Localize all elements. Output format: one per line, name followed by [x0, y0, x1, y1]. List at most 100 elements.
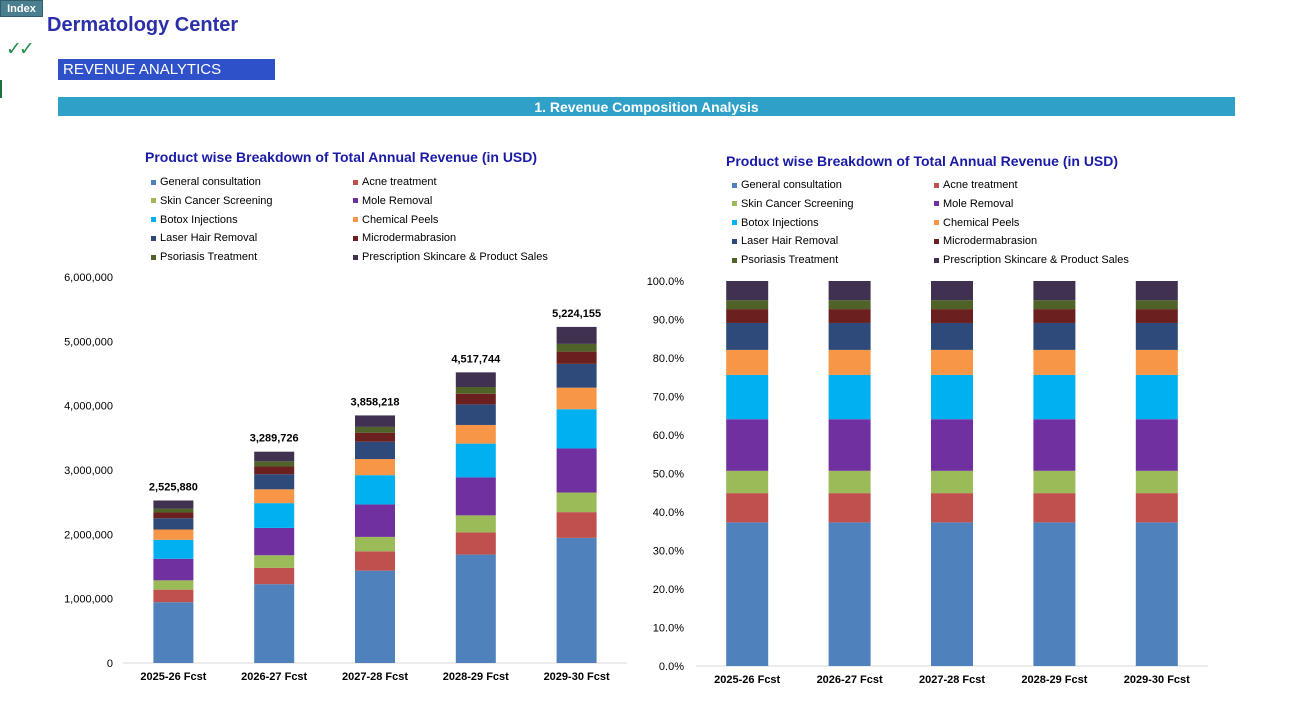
legend-item: Psoriasis Treatment: [151, 251, 257, 263]
bar-segment: [455, 393, 496, 405]
bar-segment: [355, 504, 395, 537]
bar-segment: [254, 527, 295, 556]
bar-segment: [726, 419, 769, 471]
legend-item: Chemical Peels: [934, 217, 1019, 229]
index-tab[interactable]: Index: [0, 0, 43, 17]
legend-label: Botox Injections: [741, 216, 819, 229]
bar-segment: [931, 309, 973, 323]
legend-item: Acne treatment: [934, 179, 1018, 191]
bar-segment: [355, 432, 395, 442]
bar-segment: [828, 300, 871, 310]
legend-swatch: [732, 182, 737, 188]
bar-segment: [153, 539, 194, 559]
bar-segment: [556, 363, 597, 388]
legend-label: Prescription Skincare & Product Sales: [943, 254, 1129, 267]
legend-swatch: [353, 179, 358, 185]
bar-segment: [931, 281, 973, 301]
legend-label: Acne treatment: [943, 179, 1018, 191]
legend-swatch: [353, 217, 358, 223]
bar-segment: [931, 349, 973, 375]
total-data-label: 3,858,218: [351, 396, 400, 408]
legend-swatch: [353, 198, 358, 204]
bar-segment: [455, 532, 496, 555]
legend-swatch: [151, 217, 156, 223]
bar-segment: [726, 374, 769, 420]
bar-segment: [726, 322, 769, 350]
x-tick-label: 2025-26 Fcst: [714, 674, 780, 686]
y-tick-label: 50.0%: [653, 469, 684, 481]
bar-segment: [828, 374, 871, 420]
bar-segment: [254, 474, 295, 490]
bar-segment: [355, 459, 395, 476]
bar-segment: [828, 470, 871, 494]
legend-label: Skin Cancer Screening: [741, 197, 854, 210]
bar-segment: [153, 508, 194, 513]
x-tick-label: 2027-28 Fcst: [342, 671, 408, 683]
bar-segment: [828, 322, 871, 350]
legend-item: Microdermabrasion: [353, 232, 456, 244]
bar-segment: [153, 580, 194, 590]
bar-segment: [355, 441, 395, 460]
bar-segment: [153, 602, 194, 663]
bar-segment: [828, 493, 871, 523]
legend-label: Chemical Peels: [943, 216, 1020, 229]
section-badge: REVENUE ANALYTICS: [58, 59, 275, 80]
bar-segment: [153, 500, 194, 509]
bar-segment: [455, 404, 496, 425]
bar-segment: [1135, 522, 1178, 666]
y-tick-label: 2,000,000: [64, 529, 113, 541]
bar-segment: [455, 515, 496, 533]
bar-segment: [254, 466, 295, 475]
legend-swatch: [151, 198, 156, 204]
legend-swatch: [151, 254, 156, 260]
x-tick-label: 2028-29 Fcst: [1021, 674, 1087, 686]
legend-swatch: [353, 254, 358, 260]
total-data-label: 5,224,155: [552, 308, 601, 320]
app-title: Dermatology Center: [47, 14, 239, 36]
bar-segment: [556, 351, 597, 364]
check-icon: ✓✓: [6, 38, 35, 60]
x-tick-label: 2026-27 Fcst: [817, 674, 883, 686]
x-tick-label: 2029-30 Fcst: [1124, 674, 1190, 686]
legend-swatch: [732, 201, 737, 207]
bar-segment: [931, 322, 973, 350]
bar-segment: [1135, 309, 1178, 323]
bar-segment: [254, 584, 295, 663]
bar-segment: [455, 372, 496, 388]
legend-item: Skin Cancer Screening: [151, 195, 273, 207]
bar-segment: [726, 522, 769, 666]
bar-segment: [556, 409, 597, 449]
y-tick-label: 70.0%: [653, 392, 684, 404]
legend-item: Mole Removal: [934, 198, 1013, 210]
bar-segment: [931, 300, 973, 310]
bar-segment: [1033, 281, 1076, 301]
bar-segment: [556, 326, 597, 344]
y-tick-label: 1,000,000: [64, 594, 113, 606]
bar-segment: [1135, 349, 1178, 375]
bar-segment: [556, 343, 597, 352]
bar-segment: [1033, 419, 1076, 471]
legend-swatch: [934, 201, 939, 207]
legend-label: Skin Cancer Screening: [160, 194, 273, 207]
bar-segment: [1135, 493, 1178, 523]
y-tick-label: 0: [107, 658, 113, 670]
legend-label: Psoriasis Treatment: [160, 251, 258, 264]
legend-item: Psoriasis Treatment: [732, 254, 838, 266]
x-tick-label: 2025-26 Fcst: [140, 671, 206, 683]
bar-segment: [1135, 322, 1178, 350]
bar-segment: [254, 489, 295, 504]
legend-label: Psoriasis Treatment: [741, 254, 839, 267]
y-tick-label: 80.0%: [653, 353, 684, 365]
bar-segment: [1033, 300, 1076, 310]
bar-segment: [1033, 522, 1076, 666]
legend-item: General consultation: [151, 176, 261, 188]
section-header-bar: 1. Revenue Composition Analysis: [58, 97, 1235, 116]
bar-segment: [355, 475, 395, 505]
bar-segment: [1135, 281, 1178, 301]
bar-segment: [931, 470, 973, 494]
bar-segment: [355, 426, 395, 433]
bar-segment: [455, 387, 496, 394]
legend-swatch: [151, 235, 156, 241]
y-tick-label: 60.0%: [653, 430, 684, 442]
